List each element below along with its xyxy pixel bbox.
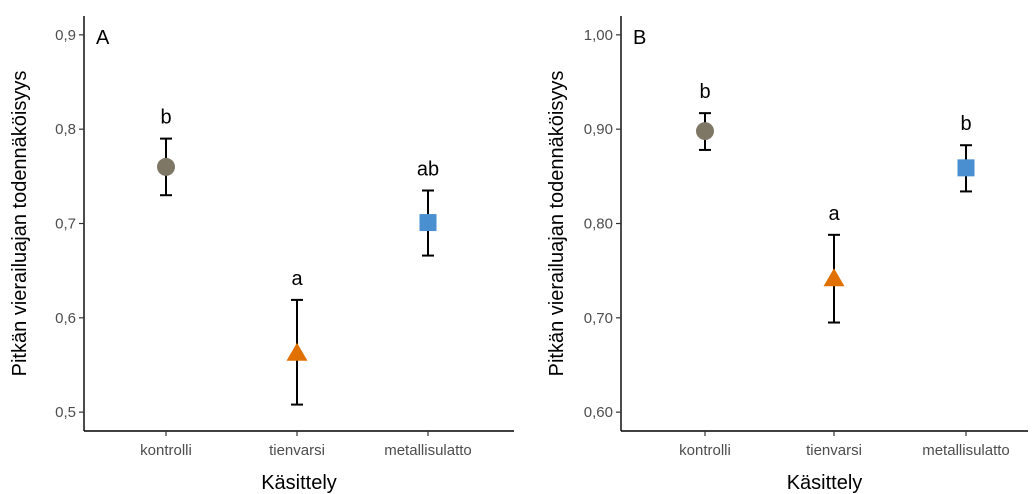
y-tick-label: 0,9 — [55, 27, 76, 44]
panel-a: 0,5 0,6 0,7 0,8 0,9 kontrolli tienvarsi metalli… — [9, 16, 514, 494]
point-kontrolli — [157, 157, 175, 176]
x-tick-label: tienvarsi — [806, 442, 862, 459]
y-axis-title: Pitkän vierailuajan todennäköisyys — [546, 71, 568, 377]
significance-label: b — [960, 113, 971, 135]
significance-label: b — [699, 81, 710, 103]
point-tienvarsi — [286, 342, 308, 361]
x-tick-label: tienvarsi — [269, 442, 325, 459]
y-tick-label: 0,90 — [584, 121, 613, 138]
y-tick-label: 0,6 — [55, 310, 76, 327]
point-tienvarsi — [823, 268, 845, 287]
significance-label: a — [291, 268, 303, 290]
panel-b: 0,60 0,70 0,80 0,90 1,00 kontrolli tienvarsi me… — [546, 16, 1028, 494]
y-tick-label: 0,7 — [55, 216, 76, 233]
significance-label: a — [828, 203, 840, 225]
x-tick-label: metallisulatto — [922, 442, 1010, 459]
y-tick-label: 0,60 — [584, 404, 613, 421]
y-tick-label: 1,00 — [584, 27, 613, 44]
x-axis-title: Käsittely — [261, 472, 337, 494]
x-tick-label: kontrolli — [679, 442, 731, 459]
x-axis-title: Käsittely — [787, 472, 863, 494]
significance-label: b — [160, 107, 171, 129]
y-axis-title: Pitkän vierailuajan todennäköisyys — [9, 71, 31, 377]
y-tick-label: 0,80 — [584, 216, 613, 233]
point-metallisulatto — [957, 159, 975, 177]
y-tick-label: 0,5 — [55, 404, 76, 421]
point-metallisulatto — [419, 214, 437, 232]
panel-tag: A — [96, 27, 110, 49]
panel-tag: B — [633, 27, 646, 49]
x-tick-label: kontrolli — [140, 442, 192, 459]
y-tick-label: 0,70 — [584, 310, 613, 327]
point-kontrolli — [696, 122, 714, 141]
y-tick-label: 0,8 — [55, 121, 76, 138]
x-tick-label: metallisulatto — [384, 442, 472, 459]
significance-label: ab — [417, 158, 439, 180]
